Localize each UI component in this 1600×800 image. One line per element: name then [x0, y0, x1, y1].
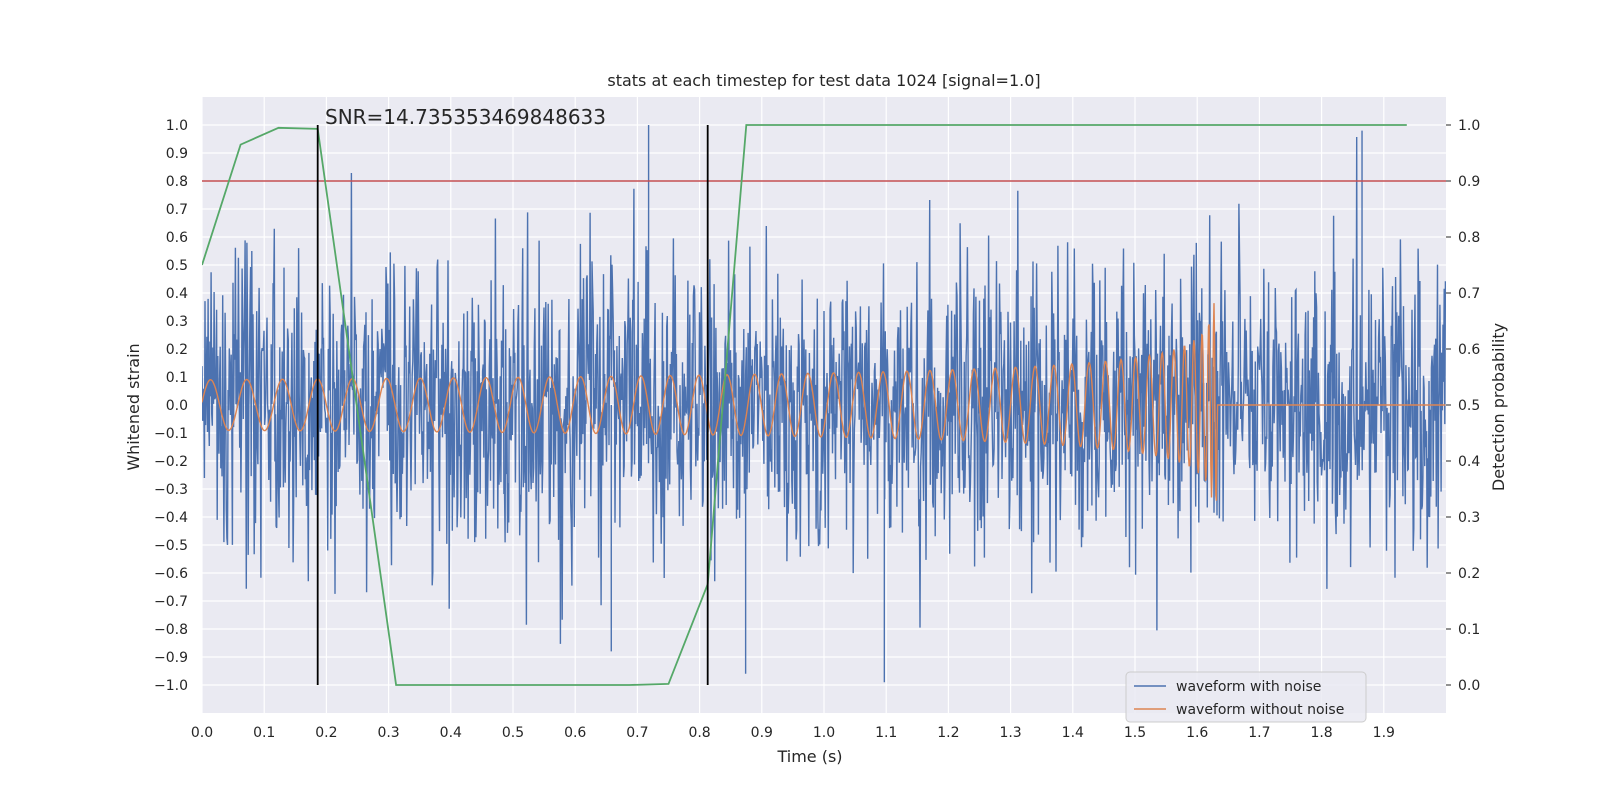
plot-content: [202, 124, 1446, 686]
chart-title: stats at each timestep for test data 102…: [607, 71, 1040, 90]
y-tick-label-left: 1.0: [166, 118, 188, 134]
x-tick-label: 1.1: [875, 725, 897, 741]
y-tick-label-left: 0.6: [166, 230, 188, 246]
y-tick-label-right: 0.1: [1458, 622, 1480, 638]
series-waveform-with-noise: [202, 136, 1446, 644]
x-tick-label: 1.0: [813, 725, 835, 741]
y-tick-label-right: 0.0: [1458, 678, 1480, 694]
y-tick-label-left: 0.9: [166, 146, 188, 162]
x-tick-label: 0.4: [440, 725, 462, 741]
y-tick-label-left: −1.0: [154, 678, 188, 694]
y-tick-label-right: 1.0: [1458, 118, 1480, 134]
y-tick-label-left: −0.2: [154, 454, 188, 470]
x-tick-label: 0.8: [688, 725, 710, 741]
y-tick-label-right: 0.9: [1458, 174, 1480, 190]
x-tick-label: 0.3: [377, 725, 399, 741]
legend-label-clean: waveform without noise: [1176, 702, 1344, 718]
series-detection-probability: [202, 124, 1407, 686]
x-tick-label: 0.1: [253, 725, 275, 741]
x-tick-label: 1.2: [937, 725, 959, 741]
axes: 0.0 0.1 0.2 0.3 0.4 0.5 0.6 0.7 0.8 0.9 1.0 1.1 1.2 1…: [154, 118, 1480, 741]
y-tick-label-right: 0.4: [1458, 454, 1480, 470]
y-tick-label-right: 0.2: [1458, 566, 1480, 582]
x-tick-label: 1.3: [999, 725, 1021, 741]
y-tick-label-left: 0.2: [166, 342, 188, 358]
x-tick-label: 0.2: [315, 725, 337, 741]
x-tick-label: 0.6: [564, 725, 586, 741]
x-tick-label: 0.5: [502, 725, 524, 741]
y-tick-label-left: 0.8: [166, 174, 188, 190]
x-tick-label: 1.7: [1248, 725, 1270, 741]
x-tick-label: 1.4: [1062, 725, 1084, 741]
y-axis-label-left: Whitened strain: [124, 343, 143, 470]
y-tick-label-left: −0.8: [154, 622, 188, 638]
y-tick-label-left: 0.4: [166, 286, 188, 302]
y-tick-label-left: 0.0: [166, 398, 188, 414]
x-tick-label: 0.7: [626, 725, 648, 741]
y-tick-label-left: −0.7: [154, 594, 188, 610]
y-tick-label-right: 0.3: [1458, 510, 1480, 526]
legend-label-noise: waveform with noise: [1176, 679, 1321, 695]
series-waveform-without-noise: [202, 303, 1446, 501]
y-tick-label-left: −0.9: [154, 650, 188, 666]
snr-annotation: SNR=14.735353469848633: [325, 105, 606, 129]
x-tick-label: 1.9: [1373, 725, 1395, 741]
y-tick-label-left: −0.3: [154, 482, 188, 498]
y-tick-label-left: −0.4: [154, 510, 188, 526]
y-axis-label-right: Detection probability: [1489, 323, 1508, 491]
y-tick-label-left: 0.1: [166, 370, 188, 386]
y-tick-label-right: 0.6: [1458, 342, 1480, 358]
legend-box: [1125, 671, 1367, 723]
x-tick-label: 0.0: [191, 725, 213, 741]
legend: waveform with noise waveform without noi…: [1125, 671, 1367, 723]
x-tick-label: 1.5: [1124, 725, 1146, 741]
y-tick-label-right: 0.5: [1458, 398, 1480, 414]
x-axis-label: Time (s): [776, 747, 842, 766]
x-tick-label: 1.6: [1186, 725, 1208, 741]
y-tick-label-left: 0.3: [166, 314, 188, 330]
y-tick-label-right: 0.7: [1458, 286, 1480, 302]
y-tick-label-right: 0.8: [1458, 230, 1480, 246]
x-tick-label: 1.8: [1310, 725, 1332, 741]
x-tick-label: 0.9: [751, 725, 773, 741]
y-tick-label-left: −0.5: [154, 538, 188, 554]
y-tick-label-left: −0.6: [154, 566, 188, 582]
y-tick-label-left: 0.7: [166, 202, 188, 218]
y-tick-label-left: 0.5: [166, 258, 188, 274]
y-tick-label-left: −0.1: [154, 426, 188, 442]
